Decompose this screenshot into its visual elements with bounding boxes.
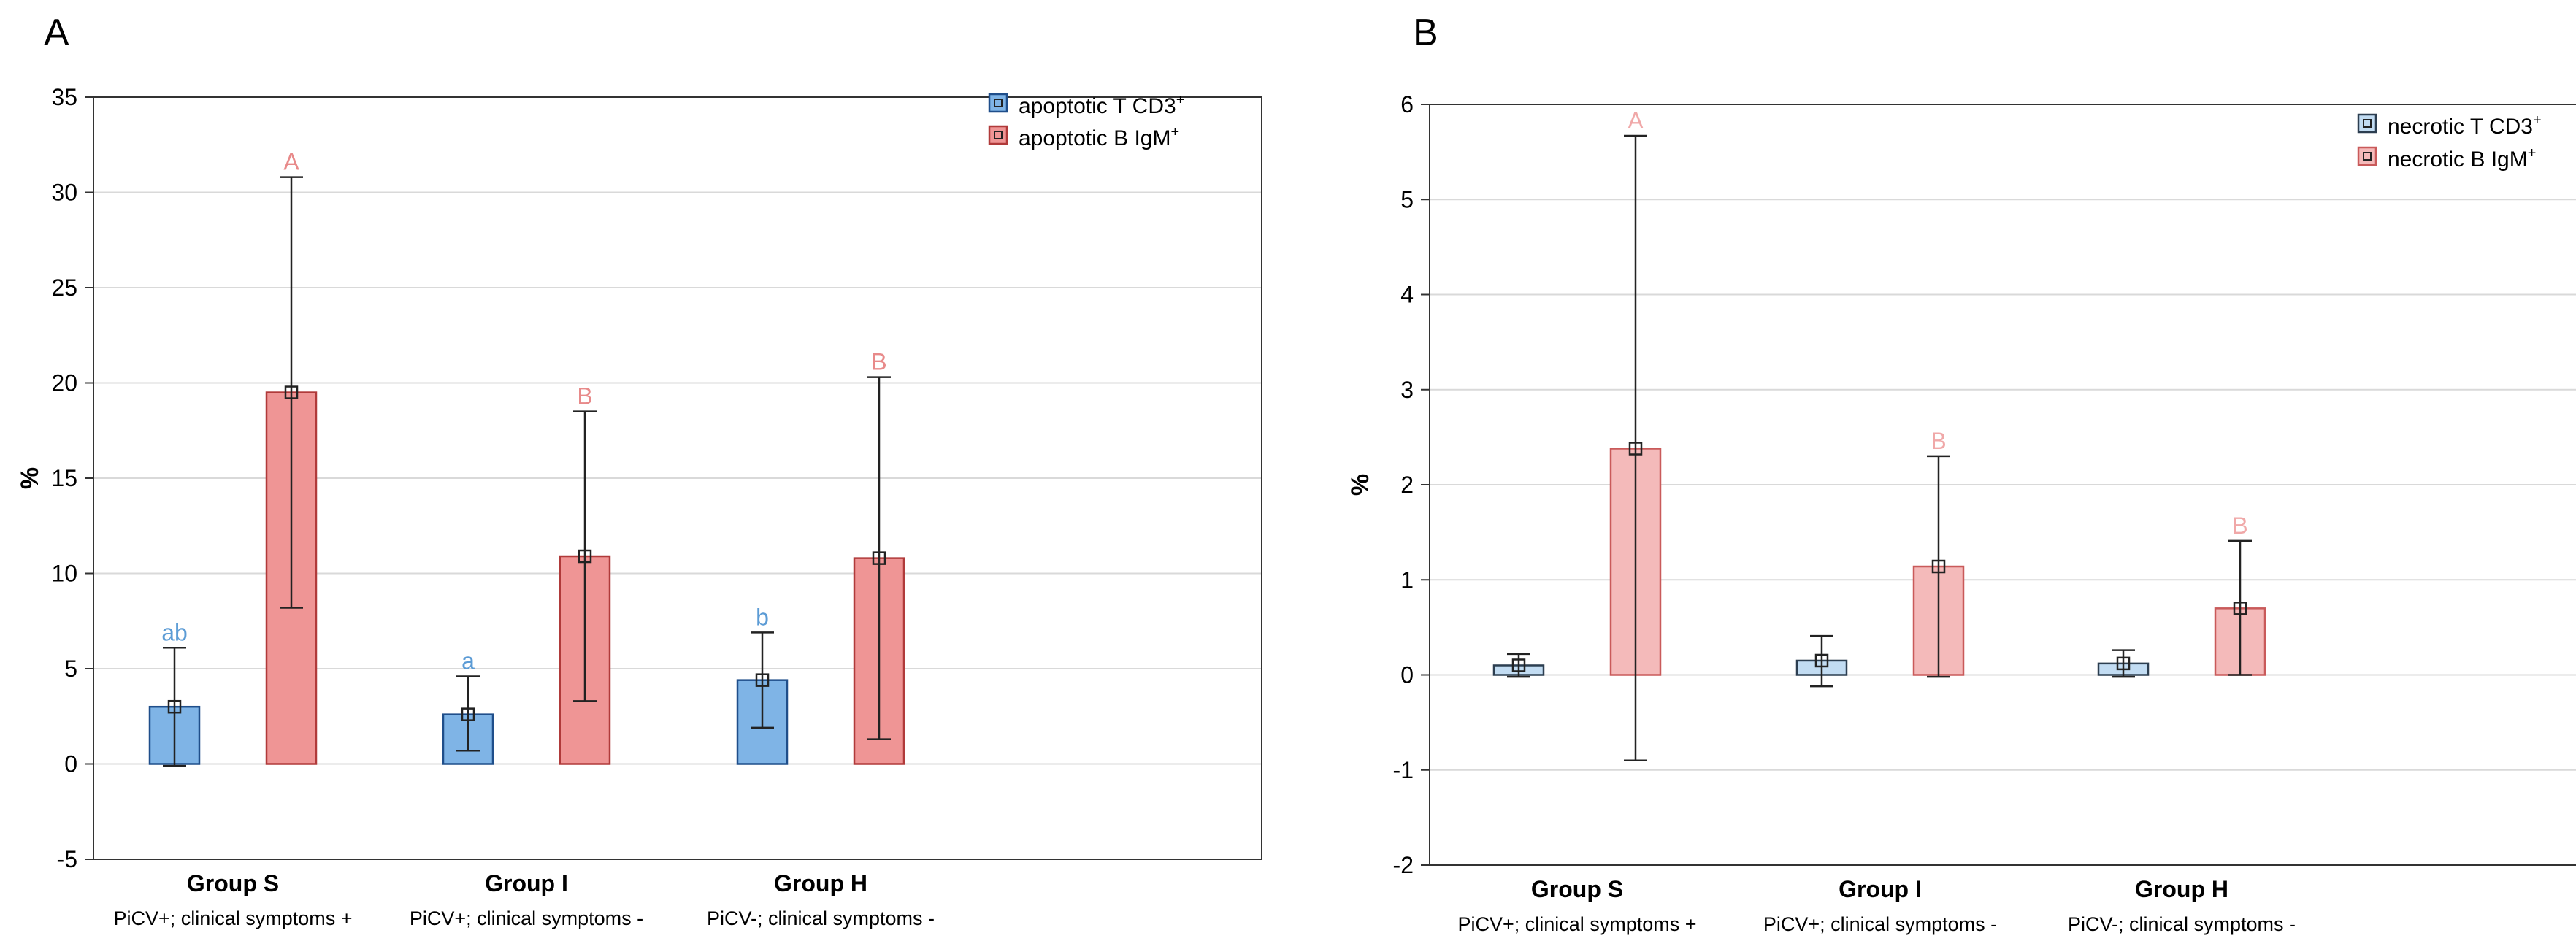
mean-marker bbox=[872, 551, 886, 565]
group-subtitle: PiCV-; clinical symptoms - bbox=[2068, 913, 2296, 935]
y-tick-label: 2 bbox=[1400, 472, 1414, 498]
y-axis-label: % bbox=[1346, 474, 1374, 496]
legend-label: apoptotic B IgM+ bbox=[1019, 124, 1179, 150]
legend-marker bbox=[994, 99, 1003, 107]
legend: apoptotic T CD3+ apoptotic B IgM+ bbox=[988, 92, 1184, 150]
legend-swatch bbox=[988, 125, 1008, 145]
legend-marker bbox=[994, 131, 1003, 139]
y-tick-label: 5 bbox=[1400, 186, 1414, 212]
y-tick-label: 25 bbox=[51, 274, 77, 301]
mean-marker bbox=[1814, 653, 1829, 668]
y-axis-label: % bbox=[16, 467, 44, 489]
y-tick-label: 0 bbox=[64, 751, 77, 777]
legend-swatch bbox=[2357, 113, 2377, 134]
chart-panel-b: B -2 -1 0 1 2 3 4 5 6% A B B Group S PiCV+; clinical s… bbox=[1346, 12, 2576, 935]
legend-marker bbox=[2363, 119, 2372, 128]
significance-letter: B bbox=[2232, 512, 2247, 539]
y-tick-label: 3 bbox=[1400, 377, 1414, 403]
y-tick-label: 15 bbox=[51, 465, 77, 491]
mean-marker bbox=[578, 549, 592, 564]
y-tick-label: 5 bbox=[64, 656, 77, 682]
significance-letter: A bbox=[1628, 107, 1644, 134]
group-subtitle: PiCV+; clinical symptoms - bbox=[410, 907, 643, 929]
significance-letter: ab bbox=[161, 619, 188, 645]
plot-frame bbox=[1429, 104, 2576, 866]
y-tick-label: 30 bbox=[51, 180, 77, 206]
y-tick-label: 20 bbox=[51, 370, 77, 396]
y-tick-label: -2 bbox=[1393, 852, 1414, 878]
y-tick-label: 4 bbox=[1400, 282, 1414, 308]
y-tick-label: -1 bbox=[1393, 757, 1414, 783]
y-tick-label: 10 bbox=[51, 561, 77, 587]
y-tick-label: -5 bbox=[57, 846, 77, 872]
significance-letter: B bbox=[577, 383, 592, 410]
significance-letter: B bbox=[871, 349, 886, 375]
plot-frame bbox=[93, 96, 1262, 860]
mean-marker bbox=[2116, 656, 2131, 671]
significance-letter: a bbox=[461, 648, 475, 674]
mean-marker bbox=[461, 707, 475, 721]
legend-swatch bbox=[988, 93, 1008, 113]
mean-marker bbox=[167, 699, 182, 714]
group-subtitle: PiCV-; clinical symptoms - bbox=[707, 907, 935, 929]
group-subtitle: PiCV+; clinical symptoms + bbox=[113, 907, 352, 929]
mean-marker bbox=[2233, 602, 2247, 615]
mean-marker bbox=[1511, 658, 1526, 672]
significance-letter: b bbox=[756, 604, 769, 630]
group-subtitle: PiCV+; clinical symptoms + bbox=[1457, 913, 1696, 935]
group-label: Group S bbox=[187, 870, 279, 896]
y-tick-label: 0 bbox=[1400, 662, 1414, 688]
legend-label: apoptotic T CD3+ bbox=[1019, 92, 1184, 118]
mean-marker bbox=[1628, 442, 1643, 456]
y-tick-label: 1 bbox=[1400, 566, 1414, 593]
y-tick-label: 35 bbox=[51, 84, 77, 110]
group-label: Group H bbox=[2135, 876, 2228, 902]
legend: necrotic T CD3+ necrotic B IgM+ bbox=[2357, 112, 2542, 172]
y-tick-label: 6 bbox=[1400, 91, 1414, 118]
mean-marker bbox=[284, 385, 299, 399]
group-label: Group I bbox=[1839, 876, 1922, 902]
group-label: Group I bbox=[485, 870, 568, 896]
legend-label: necrotic T CD3+ bbox=[2388, 112, 2542, 139]
legend-marker bbox=[2363, 152, 2372, 161]
significance-letter: B bbox=[1931, 428, 1946, 454]
significance-letter: A bbox=[283, 149, 299, 175]
mean-marker bbox=[755, 673, 770, 687]
group-label: Group S bbox=[1531, 876, 1623, 902]
group-label: Group H bbox=[774, 870, 867, 896]
panel-label: B bbox=[1413, 12, 1438, 54]
group-subtitle: PiCV+; clinical symptoms - bbox=[1763, 913, 1997, 935]
legend-label: necrotic B IgM+ bbox=[2388, 145, 2536, 172]
legend-swatch bbox=[2357, 146, 2377, 166]
panel-label: A bbox=[44, 12, 69, 54]
mean-marker bbox=[1931, 559, 1946, 574]
